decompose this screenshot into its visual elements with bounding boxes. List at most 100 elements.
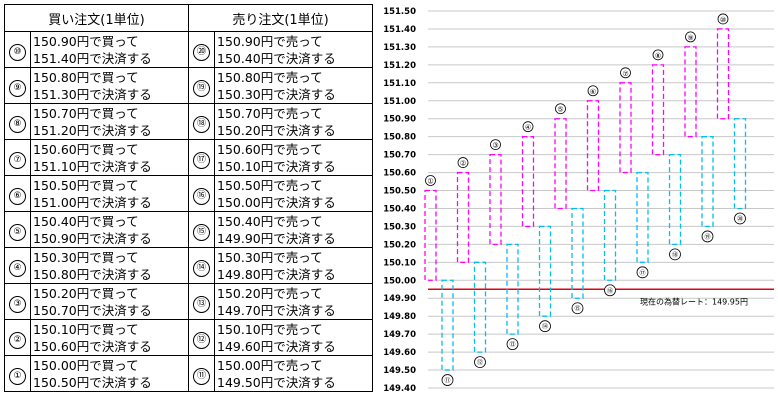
buy-order-label: ⑤ <box>557 106 563 114</box>
sell-order-number: ⑬ <box>188 283 216 320</box>
y-tick-label: 149.80 <box>383 312 416 322</box>
sell-order-marker <box>636 266 649 279</box>
buy-entry-text: 150.40円で買って <box>33 213 139 229</box>
y-tick-label: 151.20 <box>383 61 416 71</box>
buy-entry-text: 150.10円で買って <box>33 321 139 337</box>
sell-order-label: ⑭ <box>542 323 548 331</box>
sell-exit-text: 149.50円で決済する <box>217 374 336 390</box>
buy-exit-text: 151.30円で決済する <box>33 86 152 102</box>
sell-order-bar <box>571 207 584 299</box>
sell-order-number: ⑫ <box>188 319 216 356</box>
y-tick-label: 150.60 <box>383 169 416 179</box>
sell-order-bar <box>636 171 649 263</box>
buy-order-text: 150.70円で買って 151.20円で決済する <box>29 103 190 140</box>
sell-order-number: ⑲ <box>188 67 216 104</box>
sell-order-text: 150.00円で売って 149.50円で決済する <box>214 355 374 392</box>
sell-order-label: ⑲ <box>704 233 710 241</box>
buy-order-number: ⑨ <box>4 67 31 104</box>
buy-order-bar <box>586 100 600 192</box>
sell-order-bar <box>441 279 454 371</box>
buy-order-marker <box>620 67 631 79</box>
buy-order-marker <box>522 121 534 133</box>
sell-order-marker <box>734 212 746 225</box>
buy-order-number: ⑥ <box>4 175 31 212</box>
buy-order-text: 150.90円で買って 151.40円で決済する <box>29 31 190 68</box>
buy-exit-text: 151.00円で決済する <box>33 194 152 210</box>
sell-order-marker <box>604 284 616 297</box>
buy-entry-text: 150.30円で買って <box>33 249 139 265</box>
sell-order-number: ⑪ <box>188 355 216 392</box>
sell-order-text: 150.30円で売って 149.80円で決済する <box>214 247 374 284</box>
sell-order-bar <box>538 225 552 317</box>
sell-order-bar <box>733 118 747 210</box>
sell-order-text: 150.50円で売って 150.00円で決済する <box>214 175 374 212</box>
buy-order-bar <box>489 153 502 246</box>
y-tick-label: 150.20 <box>383 240 416 250</box>
buy-order-header: 買い注文(1単位) <box>3 4 190 32</box>
sell-order-marker <box>539 320 551 333</box>
sell-order-bar <box>668 153 682 246</box>
y-tick-label: 149.40 <box>383 384 416 394</box>
order-table-header: 買い注文(1単位) 売り注文(1単位) <box>3 4 374 32</box>
sell-exit-text: 149.80円で決済する <box>217 266 336 282</box>
sell-exit-text: 150.10円で決済する <box>217 158 336 174</box>
sell-order-label: ⑮ <box>574 305 580 313</box>
sell-exit-text: 149.90円で決済する <box>217 230 336 246</box>
buy-exit-text: 150.90円で決済する <box>33 230 152 246</box>
sell-exit-text: 149.60円で決済する <box>217 338 336 354</box>
buy-exit-text: 150.80円で決済する <box>33 266 152 282</box>
buy-order-bar <box>456 171 470 263</box>
buy-order-marker <box>425 175 436 186</box>
sell-entry-text: 150.00円で売って <box>217 357 323 373</box>
buy-order-number: ① <box>4 355 31 392</box>
buy-order-number: ③ <box>4 283 31 320</box>
y-tick-label: 149.60 <box>383 348 416 358</box>
buy-order-bar <box>521 136 535 228</box>
y-tick-label: 151.00 <box>383 97 416 107</box>
order-table: 買い注文(1単位) 売り注文(1単位) ⑩ 150.90円で買って 151.40円で… <box>3 4 374 392</box>
buy-order-bar <box>424 189 437 281</box>
y-tick-label: 151.40 <box>383 25 416 35</box>
table-row: ⑨ 150.80円で買って 151.30円で決済する ⑲ 150.80円で売って 150.… <box>4 67 374 104</box>
y-tick-label: 151.30 <box>383 43 416 53</box>
sell-order-label: ⑳ <box>737 215 743 223</box>
buy-order-number: ⑧ <box>4 103 31 140</box>
y-tick-label: 150.50 <box>383 187 416 197</box>
sell-order-bar <box>506 243 519 335</box>
buy-exit-text: 150.60円で決済する <box>33 338 152 354</box>
sell-order-text: 150.70円で売って 150.20円で決済する <box>214 103 374 140</box>
sell-exit-text: 150.30円で決済する <box>217 86 336 102</box>
buy-order-text: 150.40円で買って 150.90円で決済する <box>29 211 190 248</box>
sell-order-marker <box>441 374 454 386</box>
price-chart: 151.50 151.40 151.30 151.20 151.10 151.00 150.… <box>383 7 774 394</box>
y-tick-label: 149.70 <box>383 330 416 340</box>
buy-order-label: ⑧ <box>655 52 661 60</box>
buy-order-label: ⑨ <box>687 34 693 42</box>
y-tick-label: 150.80 <box>383 133 416 143</box>
sell-order-label: ⑱ <box>672 251 678 259</box>
y-tick-label: 150.00 <box>383 276 416 286</box>
buy-exit-text: 151.40円で決済する <box>33 50 152 66</box>
sell-order-label: ⑰ <box>639 269 645 277</box>
sell-order-bar <box>701 136 714 228</box>
table-row: ④ 150.30円で買って 150.80円で決済する ⑭ 150.30円で売って 149.… <box>4 247 374 284</box>
sell-order-bar <box>473 261 487 353</box>
buy-order-bar <box>651 64 665 156</box>
buy-order-text: 150.20円で買って 150.70円で決済する <box>29 283 190 320</box>
sell-order-number: ⑱ <box>188 103 216 140</box>
buy-entry-text: 150.00円で買って <box>33 357 139 373</box>
buy-order-number: ② <box>4 319 31 356</box>
buy-order-bar <box>554 118 567 210</box>
buy-order-marker <box>490 139 501 151</box>
buy-order-bar <box>619 82 632 174</box>
sell-order-label: ⑯ <box>607 287 613 295</box>
sell-entry-text: 150.70円で売って <box>217 105 323 121</box>
buy-order-text: 150.00円で買って 150.50円で決済する <box>29 355 190 392</box>
sell-entry-text: 150.80円で売って <box>217 69 323 85</box>
buy-order-text: 150.50円で買って 151.00円で決済する <box>29 175 190 212</box>
table-row: ① 150.00円で買って 150.50円で決済する ⑪ 150.00円で売って 149.… <box>4 355 374 392</box>
table-row: ⑩ 150.90円で買って 151.40円で決済する ⑳ 150.90円で売って 150.… <box>4 31 374 68</box>
buy-order-marker <box>685 31 696 43</box>
sell-order-number: ⑳ <box>188 31 216 68</box>
sell-order-label: ⑬ <box>509 341 515 349</box>
